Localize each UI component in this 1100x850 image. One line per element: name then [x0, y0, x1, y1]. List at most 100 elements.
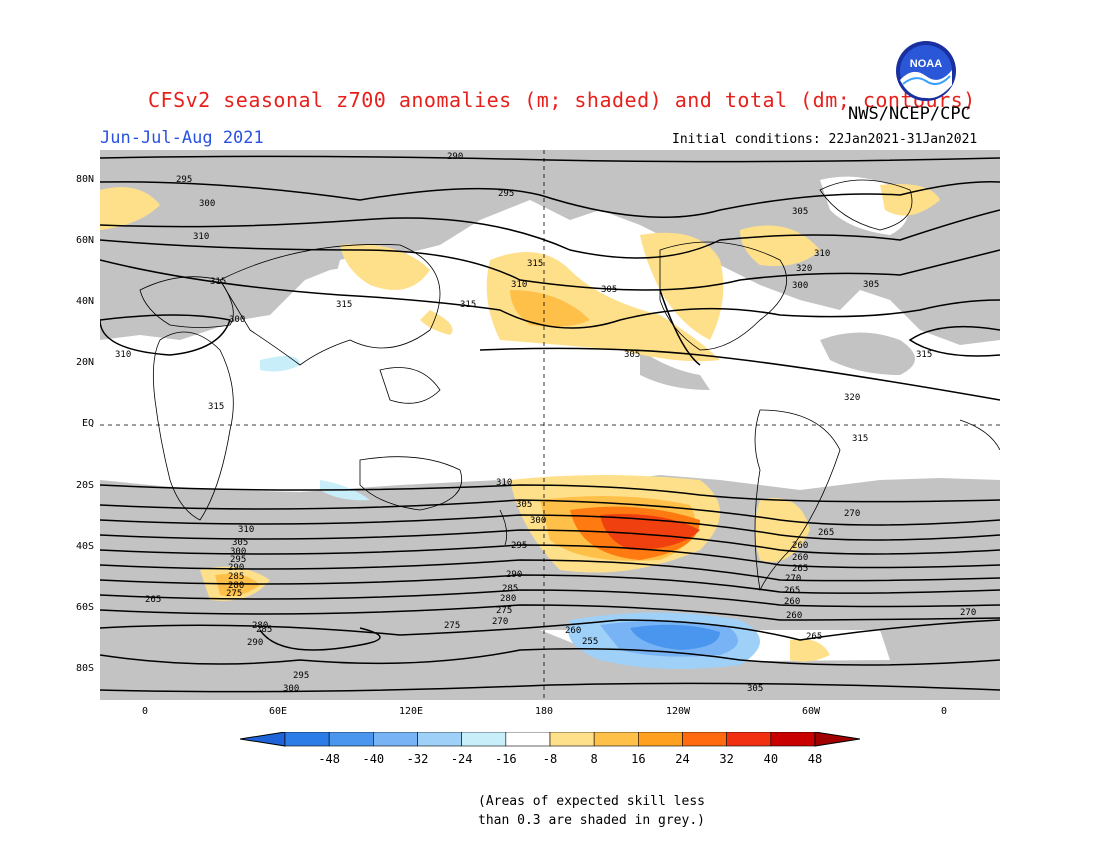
contour-value-label: 260 — [784, 597, 801, 607]
contour-value-label: 290 — [506, 570, 523, 580]
contour-value-label: 270 — [492, 617, 509, 627]
contour-value-label: 305 — [863, 280, 880, 290]
contour-value-label: 265 — [806, 632, 823, 642]
skill-note: (Areas of expected skill less than 0.3 a… — [478, 792, 728, 830]
contour-value-label: 290 — [447, 152, 464, 162]
contour-value-label: 315 — [210, 277, 227, 287]
contour-value-label: 275 — [444, 621, 461, 631]
colorbar-tick-label: -32 — [406, 752, 429, 766]
colorbar-tick-label: -24 — [450, 752, 473, 766]
colorbar-tick-label: 48 — [807, 752, 823, 766]
contour-value-label: 300 — [530, 516, 547, 526]
contour-value-label: 305 — [516, 500, 533, 510]
contour-value-label: 310 — [193, 232, 210, 242]
colorbar-box — [638, 732, 683, 747]
contour-value-label: 315 — [527, 259, 544, 269]
skill-note-line-1: (Areas of expected skill less — [478, 794, 705, 809]
contour-value-label: 255 — [582, 637, 599, 647]
colorbar-box — [328, 732, 374, 747]
contour-value-label: 300 — [230, 547, 247, 557]
contour-value-label: 275 — [496, 606, 513, 616]
contour-value-label: 285 — [502, 584, 519, 594]
contour-value-label: 290 — [247, 638, 264, 648]
colorbar-tick-label: -8 — [542, 752, 558, 766]
contour-value-label: 300 — [229, 315, 246, 325]
contour-value-label: 310 — [814, 249, 831, 259]
lon-label-60e: 60E — [268, 706, 288, 717]
contour-value-label: 285 — [256, 625, 273, 635]
contour-value-label: 295 — [511, 541, 528, 551]
contour-value-label: 305 — [792, 207, 809, 217]
lat-label-eq: EQ — [81, 418, 94, 429]
contour-value-label: 300 — [283, 684, 300, 694]
contour-value-label: 285 — [228, 572, 245, 582]
colorbar-box — [593, 732, 639, 747]
contour-value-label: 260 — [786, 611, 803, 621]
contour-value-label: 260 — [565, 626, 582, 636]
contour-value-label: 265 — [818, 528, 835, 538]
contour-value-label: 300 — [792, 281, 809, 291]
contour-value-label: 300 — [199, 199, 216, 209]
contour-value-label: 310 — [238, 525, 255, 535]
contour-value-label: 295 — [176, 175, 193, 185]
lat-label-80n: 80N — [75, 174, 94, 185]
skill-note-line-2: than 0.3 are shaded in grey.) — [478, 813, 705, 828]
initial-conditions: Initial conditions: 22Jan2021-31Jan2021 — [672, 132, 978, 147]
colorbar-box — [726, 732, 772, 747]
contour-value-label: 260 — [792, 541, 809, 551]
contour-value-label: 305 — [601, 285, 618, 295]
contour-value-label: 305 — [624, 350, 641, 360]
contour-value-label: 310 — [496, 478, 513, 488]
colorbar-tick-label: 40 — [763, 752, 779, 766]
colorbar-tick-label: -40 — [362, 752, 385, 766]
contour-value-label: 280 — [252, 621, 269, 631]
colorbar-box — [549, 732, 595, 747]
lon-label-0: 0 — [141, 706, 149, 717]
coastlines — [139, 179, 1000, 592]
colorbar-tick-label: 24 — [675, 752, 690, 766]
colorbar-box — [284, 732, 330, 747]
lon-label-0-east: 0 — [940, 706, 948, 717]
lat-label-40n: 40N — [75, 296, 94, 307]
lat-label-20s: 20S — [75, 480, 94, 491]
contour-value-label: 310 — [115, 350, 132, 360]
forecast-period: Jun-Jul-Aug 2021 — [100, 128, 264, 148]
contour-value-label: 315 — [852, 434, 869, 444]
contour-value-label: 295 — [230, 555, 247, 565]
lon-label-180: 180 — [534, 706, 554, 717]
colorbar-tick-label: 32 — [719, 752, 734, 766]
agency-label: NWS/NCEP/CPC — [848, 104, 971, 124]
colorbar-tick-label: 16 — [631, 752, 646, 766]
colorbar-box — [682, 732, 727, 747]
noaa-logo-icon: NOAA — [896, 41, 956, 101]
anomaly-map — [100, 150, 1000, 700]
contour-value-label: 270 — [960, 608, 977, 618]
colorbar-tick-label: -16 — [494, 752, 517, 766]
contour-value-label: 280 — [228, 581, 245, 591]
contour-value-label: 260 — [792, 553, 809, 563]
geopotential-contours — [100, 155, 1000, 693]
colorbar-tick-label: 8 — [590, 752, 598, 766]
colorbar-box — [770, 732, 816, 747]
contour-value-label: 280 — [500, 594, 517, 604]
colorbar-box — [505, 732, 551, 747]
contour-value-label: 275 — [226, 589, 243, 599]
colorbar — [240, 732, 860, 747]
lat-label-60n: 60N — [75, 235, 94, 246]
contour-value-label: 320 — [844, 393, 861, 403]
contour-value-label: 305 — [747, 684, 764, 694]
lon-label-60w: 60W — [801, 706, 821, 717]
contour-value-label: 310 — [511, 280, 528, 290]
lat-label-80s: 80S — [75, 663, 94, 674]
lat-label-60s: 60S — [75, 602, 94, 613]
contour-value-label: 265 — [784, 586, 801, 596]
colorbar-box — [461, 732, 507, 747]
contour-value-label: 305 — [232, 538, 249, 548]
contour-value-label: 315 — [336, 300, 353, 310]
colorbar-box — [373, 732, 418, 747]
chart-title: CFSv2 seasonal z700 anomalies (m; shaded… — [148, 88, 976, 112]
contour-value-label: 315 — [916, 350, 933, 360]
contour-value-label: 290 — [228, 563, 245, 573]
colorbar-tick-label: -48 — [318, 752, 340, 766]
lon-label-120e: 120E — [398, 706, 424, 717]
